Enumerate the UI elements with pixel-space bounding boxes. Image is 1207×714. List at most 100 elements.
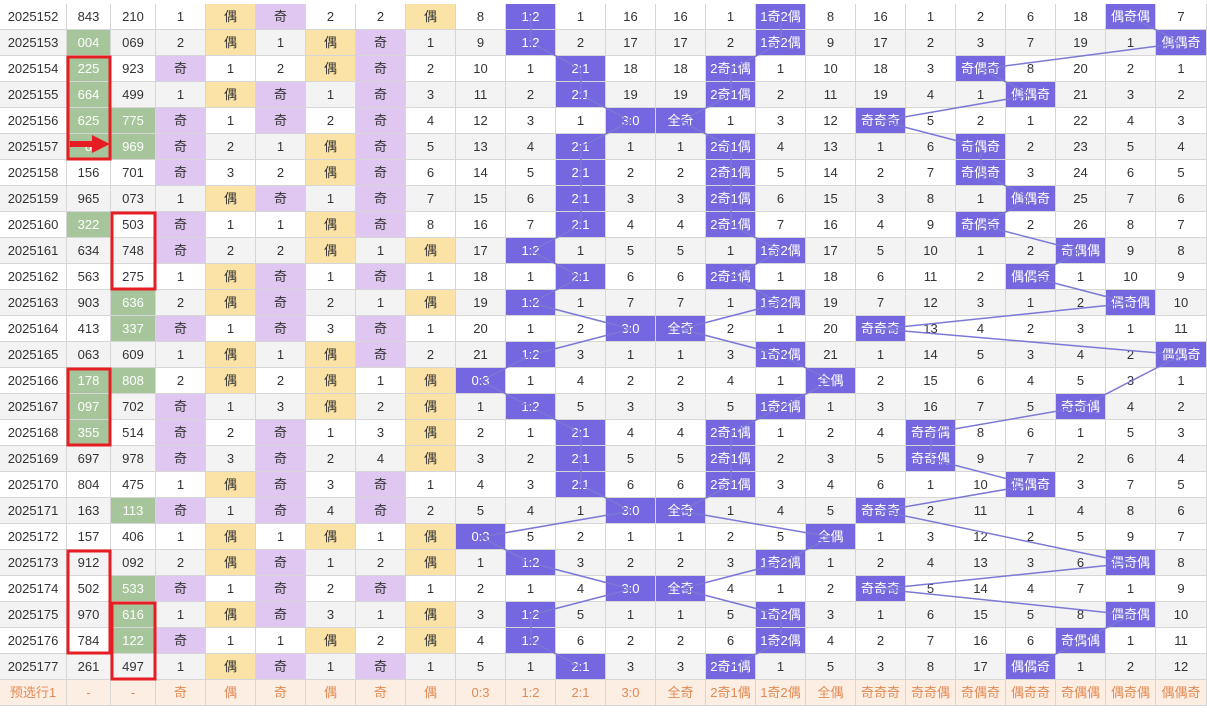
stat-cell: 偶: [206, 264, 256, 290]
preselect-cell[interactable]: 2:1: [556, 680, 606, 706]
stat-cell: 4: [656, 420, 706, 446]
table-row: 2025176 784 122 奇 1 1 偶 2 偶 4 1:2 6 2 2 6 1奇2偶 4 2 7 16 6 奇偶偶…: [0, 628, 1207, 654]
stat-cell: 奇: [356, 342, 406, 368]
stat-cell: 奇: [156, 628, 206, 654]
stat-cell: 1: [206, 628, 256, 654]
preselect-cell[interactable]: 奇: [356, 680, 406, 706]
stat-cell: 16: [856, 4, 906, 30]
stat-cell: 6: [606, 264, 656, 290]
stat-cell: 全奇: [656, 108, 706, 134]
stat-cell: 奇: [156, 56, 206, 82]
issue-cell: 2025160: [0, 212, 67, 238]
stat-cell: 奇偶奇: [956, 160, 1006, 186]
stat-cell: 1: [1056, 420, 1106, 446]
stat-cell: 4: [756, 134, 806, 160]
preselect-cell[interactable]: -: [111, 680, 156, 706]
stat-cell: 5: [506, 524, 556, 550]
stat-cell: 12: [456, 108, 506, 134]
stat-cell: 6: [1006, 628, 1056, 654]
preselect-cell[interactable]: 偶奇偶: [1106, 680, 1156, 706]
stat-cell: 7: [1006, 446, 1056, 472]
stat-cell: 奇: [256, 316, 306, 342]
preselect-cell[interactable]: 全偶: [806, 680, 856, 706]
number-cell: 503: [111, 212, 156, 238]
issue-cell: 2025153: [0, 30, 67, 56]
stat-cell: 偶奇偶: [1106, 4, 1156, 30]
stat-cell: 奇: [356, 654, 406, 680]
preselect-cell[interactable]: 奇偶偶: [1056, 680, 1106, 706]
stat-cell: 6: [556, 628, 606, 654]
preselect-cell[interactable]: 偶偶奇: [1156, 680, 1207, 706]
stat-cell: 2: [256, 56, 306, 82]
stat-cell: 5: [1106, 420, 1156, 446]
issue-cell: 2025162: [0, 264, 67, 290]
stat-cell: 6: [656, 264, 706, 290]
stat-cell: 7: [1156, 4, 1207, 30]
stat-cell: 奇: [356, 186, 406, 212]
stat-cell: 6: [1156, 186, 1207, 212]
preselect-cell[interactable]: 偶: [206, 680, 256, 706]
stat-cell: 2: [656, 550, 706, 576]
stat-cell: 全奇: [656, 498, 706, 524]
preselect-cell[interactable]: 3:0: [606, 680, 656, 706]
preselect-cell[interactable]: 奇: [156, 680, 206, 706]
preselect-cell[interactable]: 偶奇奇: [1006, 680, 1056, 706]
stat-cell: 1: [306, 264, 356, 290]
stat-cell: 奇: [356, 498, 406, 524]
preselect-cell[interactable]: 偶: [306, 680, 356, 706]
stat-cell: 3: [1106, 368, 1156, 394]
stat-cell: 15: [956, 602, 1006, 628]
stat-cell: 2奇1偶: [706, 446, 756, 472]
preselect-cell[interactable]: 奇奇奇: [856, 680, 906, 706]
preselect-cell[interactable]: 偶: [406, 680, 456, 706]
preselect-cell[interactable]: -: [67, 680, 111, 706]
stat-cell: 奇: [256, 472, 306, 498]
stat-cell: 3:0: [606, 576, 656, 602]
stat-cell: 1: [306, 550, 356, 576]
preselect-cell[interactable]: 奇奇偶: [906, 680, 956, 706]
preselect-cell[interactable]: 奇偶奇: [956, 680, 1006, 706]
stat-cell: 1: [406, 472, 456, 498]
preselect-cell[interactable]: 2奇1偶: [706, 680, 756, 706]
stat-cell: 奇: [156, 498, 206, 524]
table-row: 2025169 697 978 奇 3 奇 2 4 偶 3 2 2:1 5 5 2奇1偶 2 3 5 奇奇偶 9 7 2 6…: [0, 446, 1207, 472]
stat-cell: 3: [806, 602, 856, 628]
stat-cell: 1: [706, 498, 756, 524]
stat-cell: 1: [206, 56, 256, 82]
stat-cell: 2: [906, 498, 956, 524]
stat-cell: 1: [356, 290, 406, 316]
number-cell: 843: [67, 4, 111, 30]
stat-cell: 2奇1偶: [706, 160, 756, 186]
stat-cell: 1: [806, 550, 856, 576]
stat-cell: 2: [856, 550, 906, 576]
stat-cell: 偶奇偶: [1106, 550, 1156, 576]
preselect-cell[interactable]: 预选行1: [0, 680, 67, 706]
preselect-cell[interactable]: 1:2: [506, 680, 556, 706]
preselect-cell[interactable]: 全奇: [656, 680, 706, 706]
stat-cell: 奇: [356, 56, 406, 82]
stat-cell: 1: [506, 316, 556, 342]
stat-cell: 3: [456, 446, 506, 472]
stat-cell: 1:2: [506, 394, 556, 420]
stat-cell: 1: [956, 238, 1006, 264]
stat-cell: 7: [1156, 524, 1207, 550]
stat-cell: 6: [956, 368, 1006, 394]
stat-cell: 7: [906, 160, 956, 186]
preselect-row[interactable]: 预选行1- - 奇偶奇偶奇偶 0:3 1:2 2:1 3:0 全奇 2奇1偶 1奇2偶 全偶 奇奇奇奇…: [0, 680, 1207, 706]
stat-cell: 12: [906, 290, 956, 316]
number-cell: 625: [67, 108, 111, 134]
stat-cell: 19: [856, 82, 906, 108]
stat-cell: 奇: [256, 108, 306, 134]
table-row: 2025175 970 616 1 偶奇 3 1 偶 3 1:2 5 1 1 5 1奇2偶 3 1 6 15 5 8 偶奇…: [0, 602, 1207, 628]
stat-cell: 1: [156, 342, 206, 368]
preselect-cell[interactable]: 1奇2偶: [756, 680, 806, 706]
preselect-cell[interactable]: 奇: [256, 680, 306, 706]
stat-cell: 全偶: [806, 368, 856, 394]
stat-cell: 1: [1106, 576, 1156, 602]
stat-cell: 偶: [206, 654, 256, 680]
stat-cell: 1奇2偶: [756, 30, 806, 56]
stat-cell: 1: [206, 108, 256, 134]
preselect-cell[interactable]: 0:3: [456, 680, 506, 706]
stat-cell: 奇: [356, 82, 406, 108]
stat-cell: 3: [906, 524, 956, 550]
